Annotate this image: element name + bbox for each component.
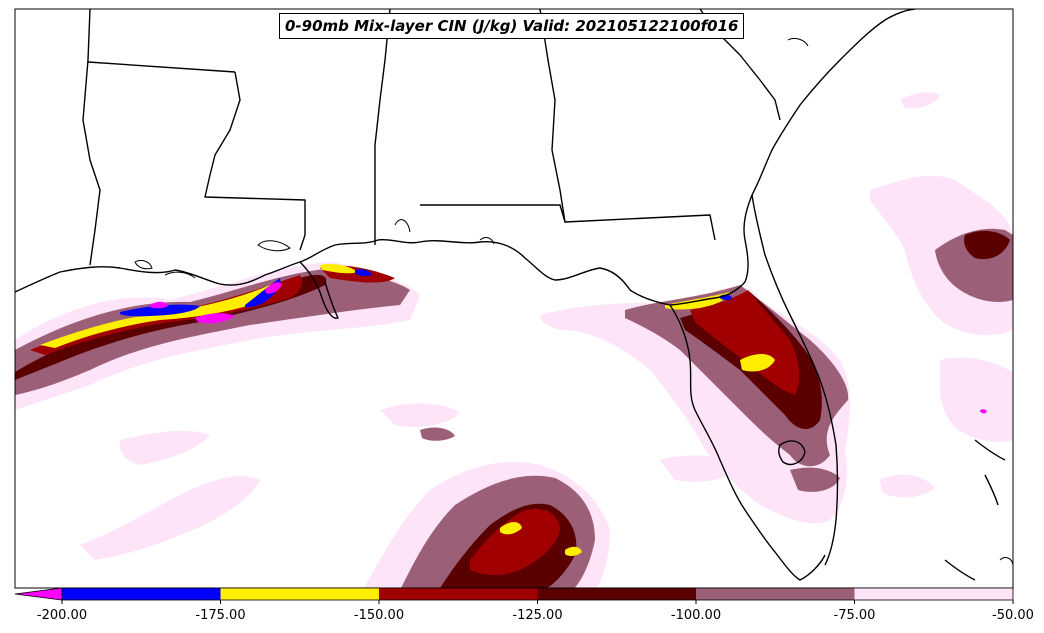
state-border-al-ga <box>539 9 566 223</box>
bahamas <box>944 439 1006 581</box>
colorbar-bin-0 <box>62 588 221 600</box>
mississippi-delta <box>299 261 339 319</box>
state-border-ms-la <box>204 71 306 251</box>
map-title: 0-90mb Mix-layer CIN (J/kg) Valid: 20210… <box>279 13 745 39</box>
colorbar-tick-label: -100.00 <box>670 608 722 623</box>
colorbar-tick-label: -50.00 <box>992 608 1034 623</box>
florida-east-coast <box>751 194 839 566</box>
colorbar-bin-1 <box>220 588 379 600</box>
colorbar-bin-4 <box>696 588 855 600</box>
colorbar-tick-label: -75.00 <box>833 608 876 623</box>
state-border-ar-la <box>87 61 236 73</box>
map-boundaries <box>15 9 1006 581</box>
colorbar-tick-label: -175.00 <box>195 608 246 623</box>
state-border-al-fl <box>420 204 716 241</box>
gulf-coastline <box>15 9 916 306</box>
colorbar-tick-label: -125.00 <box>512 608 563 623</box>
colorbar-tick-label: -150.00 <box>353 608 405 623</box>
colorbar <box>14 587 1014 604</box>
state-border-ms-al <box>374 9 391 245</box>
cin-magenta-regions <box>150 282 987 414</box>
florida-west-coast <box>669 304 826 581</box>
lake-okeechobee <box>778 440 806 466</box>
colorbar-extend-min <box>14 587 63 601</box>
colorbar-tick-label: -200.00 <box>36 608 88 623</box>
colorbar-bin-2 <box>379 588 538 600</box>
state-border-tx-la <box>82 9 101 266</box>
colorbar-bin-3 <box>537 588 696 600</box>
colorbar-bin-5 <box>854 588 1013 600</box>
